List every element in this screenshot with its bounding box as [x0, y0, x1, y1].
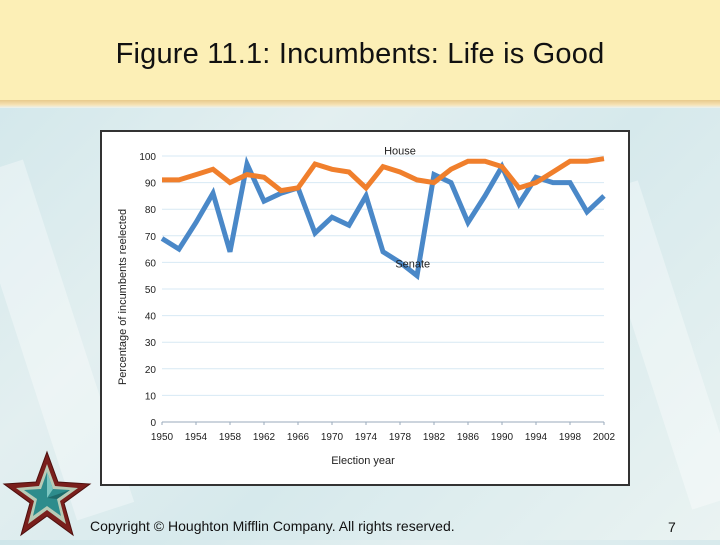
x-tick-label: 1998 [559, 432, 582, 443]
house-series-label: House [384, 146, 416, 158]
x-tick-label: 1950 [151, 432, 174, 443]
x-tick-label: 1990 [491, 432, 514, 443]
y-tick-label: 80 [145, 205, 157, 216]
y-axis-title: Percentage of incumbents reelected [117, 209, 129, 385]
y-tick-label: 90 [145, 179, 157, 190]
x-tick-label: 1994 [525, 432, 548, 443]
copyright-footer: Copyright © Houghton Mifflin Company. Al… [90, 518, 455, 534]
x-tick-label: 1966 [287, 432, 310, 443]
x-tick-label: 2002 [593, 432, 616, 443]
y-tick-label: 60 [145, 258, 157, 269]
grid-layer [162, 156, 604, 395]
y-tick-label: 100 [139, 152, 156, 163]
y-tick-label: 10 [145, 391, 157, 402]
senate-series-label: Senate [395, 259, 430, 271]
x-tick-label: 1982 [423, 432, 446, 443]
x-tick-label: 1962 [253, 432, 276, 443]
y-tick-label: 20 [145, 365, 157, 376]
x-tick-label: 1970 [321, 432, 344, 443]
decorative-star-icon [0, 448, 95, 540]
y-tick-label: 0 [150, 418, 156, 429]
x-axis-title: Election year [331, 455, 395, 467]
x-tick-label: 1978 [389, 432, 412, 443]
y-tick-label: 40 [145, 312, 157, 323]
x-tick-label: 1974 [355, 432, 378, 443]
title-rule [0, 100, 720, 108]
y-tick-label: 30 [145, 338, 157, 349]
x-tick-label: 1958 [219, 432, 242, 443]
series-layer [162, 159, 604, 276]
series-line-house [162, 159, 604, 191]
y-tick-label: 70 [145, 232, 157, 243]
page-number: 7 [668, 519, 676, 535]
chart-frame: 0 10 20 30 40 50 60 70 80 90 100 1950 1954 1958 1962 19… [100, 130, 630, 486]
slide-title: Figure 11.1: Incumbents: Life is Good [0, 38, 720, 71]
y-tick-label: 50 [145, 285, 157, 296]
incumbent-reelection-chart: 0 10 20 30 40 50 60 70 80 90 100 1950 1954 1958 1962 19… [102, 132, 628, 484]
label-layer: Election year Percentage of incumbents re… [117, 146, 430, 467]
x-tick-label: 1954 [185, 432, 208, 443]
x-tick-label: 1986 [457, 432, 480, 443]
